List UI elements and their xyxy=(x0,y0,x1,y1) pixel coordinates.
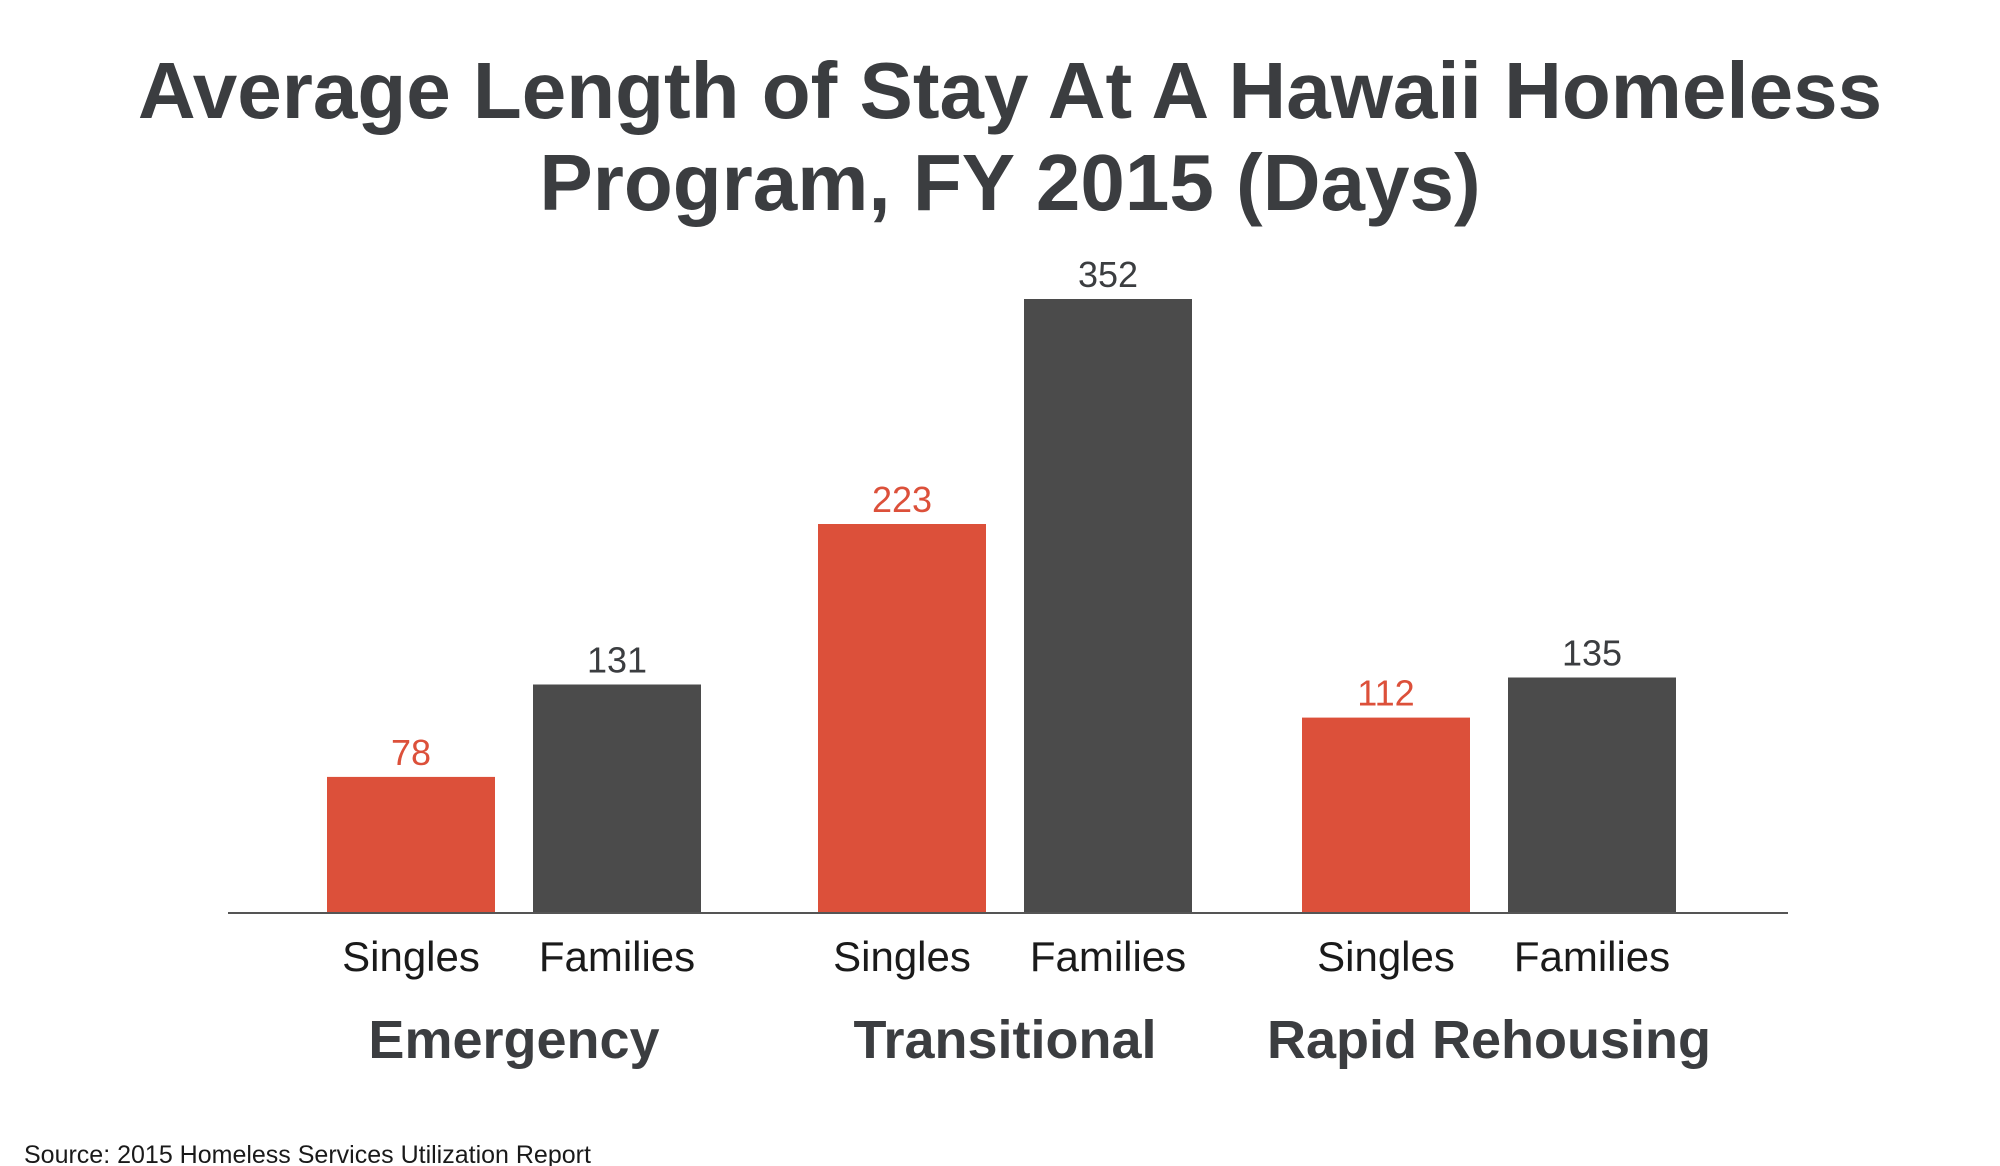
bar-group: 78 Singles 131 Families Emergency xyxy=(327,640,701,1070)
category-tick-label: Singles xyxy=(1317,933,1455,980)
chart-title-line-2: Program, FY 2015 (Days) xyxy=(539,138,1480,227)
data-label: 223 xyxy=(872,479,932,520)
bar-singles xyxy=(1302,717,1470,913)
group-label: Emergency xyxy=(368,1010,659,1070)
bar-families xyxy=(1024,299,1192,913)
category-tick-label: Singles xyxy=(342,933,480,980)
category-tick-label: Singles xyxy=(833,933,971,980)
category-tick-label: Families xyxy=(539,933,695,980)
group-label: Transitional xyxy=(853,1010,1156,1070)
data-label: 135 xyxy=(1562,633,1622,674)
bar-families xyxy=(1508,677,1676,913)
source-note: Source: 2015 Homeless Services Utilizati… xyxy=(24,1141,591,1166)
bar-singles xyxy=(327,776,495,913)
data-label: 78 xyxy=(391,732,431,773)
group-label: Rapid Rehousing xyxy=(1267,1010,1711,1070)
bar-families xyxy=(533,684,701,913)
chart-title: Average Length of Stay At A Hawaii Homel… xyxy=(138,46,1882,227)
category-tick-label: Families xyxy=(1514,933,1670,980)
bar-singles xyxy=(818,524,986,913)
data-label: 112 xyxy=(1357,673,1414,714)
data-label: 352 xyxy=(1078,254,1138,295)
bar-group: 223 Singles 352 Families Transitional xyxy=(818,254,1192,1070)
category-tick-label: Families xyxy=(1030,933,1186,980)
plot-area: 78 Singles 131 Families Emergency 223 Singles 3… xyxy=(327,254,1711,1070)
bar-group: 112 Singles 135 Families Rapid Rehousing xyxy=(1267,633,1711,1071)
data-label: 131 xyxy=(587,640,647,681)
chart-title-line-1: Average Length of Stay At A Hawaii Homel… xyxy=(138,46,1882,135)
